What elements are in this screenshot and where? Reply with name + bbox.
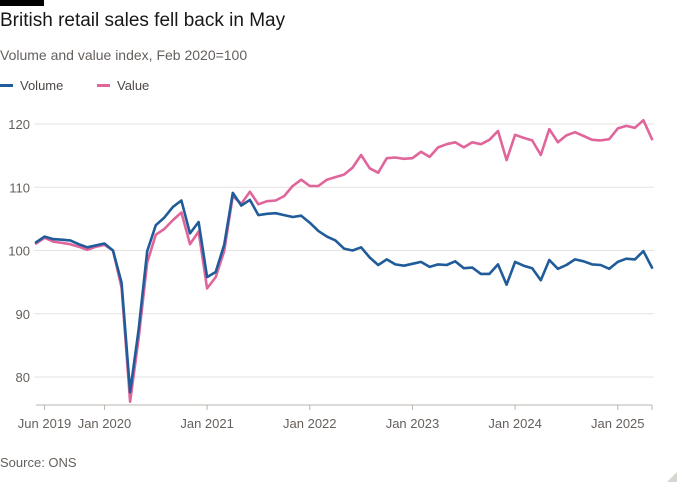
source-note: Source: ONS — [0, 455, 77, 470]
legend-swatch-value — [97, 84, 110, 87]
series-line-volume — [34, 191, 654, 394]
y-tick-label-90: 90 — [16, 307, 30, 322]
legend-label-value: Value — [117, 78, 150, 93]
x-tick-label-3: Jan 2022 — [283, 416, 337, 431]
x-tick-label-0: Jun 2019 — [18, 416, 72, 431]
y-tick-label-100: 100 — [8, 244, 30, 259]
legend-item-volume: Volume — [0, 78, 63, 93]
y-tick-label-80: 80 — [16, 370, 30, 385]
legend-swatch-volume — [0, 84, 13, 87]
x-tick-label-4: Jan 2023 — [386, 416, 440, 431]
legend-item-value: Value — [97, 78, 149, 93]
line-chart: 80 90 100 110 120 Jun 2019 Jan 2020 Jan 2021 Jan… — [8, 117, 654, 431]
x-tick-label-5: Jan 2024 — [488, 416, 542, 431]
x-tick-label-1: Jan 2020 — [78, 416, 132, 431]
chart-title: British retail sales fell back in May — [0, 10, 286, 31]
x-tick-label-6: Jan 2025 — [591, 416, 645, 431]
chart-subtitle: Volume and value index, Feb 2020=100 — [0, 47, 248, 63]
x-tick-label-2: Jan 2021 — [180, 416, 234, 431]
corner-mark — [667, 472, 677, 482]
y-tick-label-120: 120 — [8, 117, 30, 132]
legend-label-volume: Volume — [20, 78, 64, 93]
y-tick-label-110: 110 — [9, 180, 30, 195]
brand-bar — [0, 0, 44, 6]
